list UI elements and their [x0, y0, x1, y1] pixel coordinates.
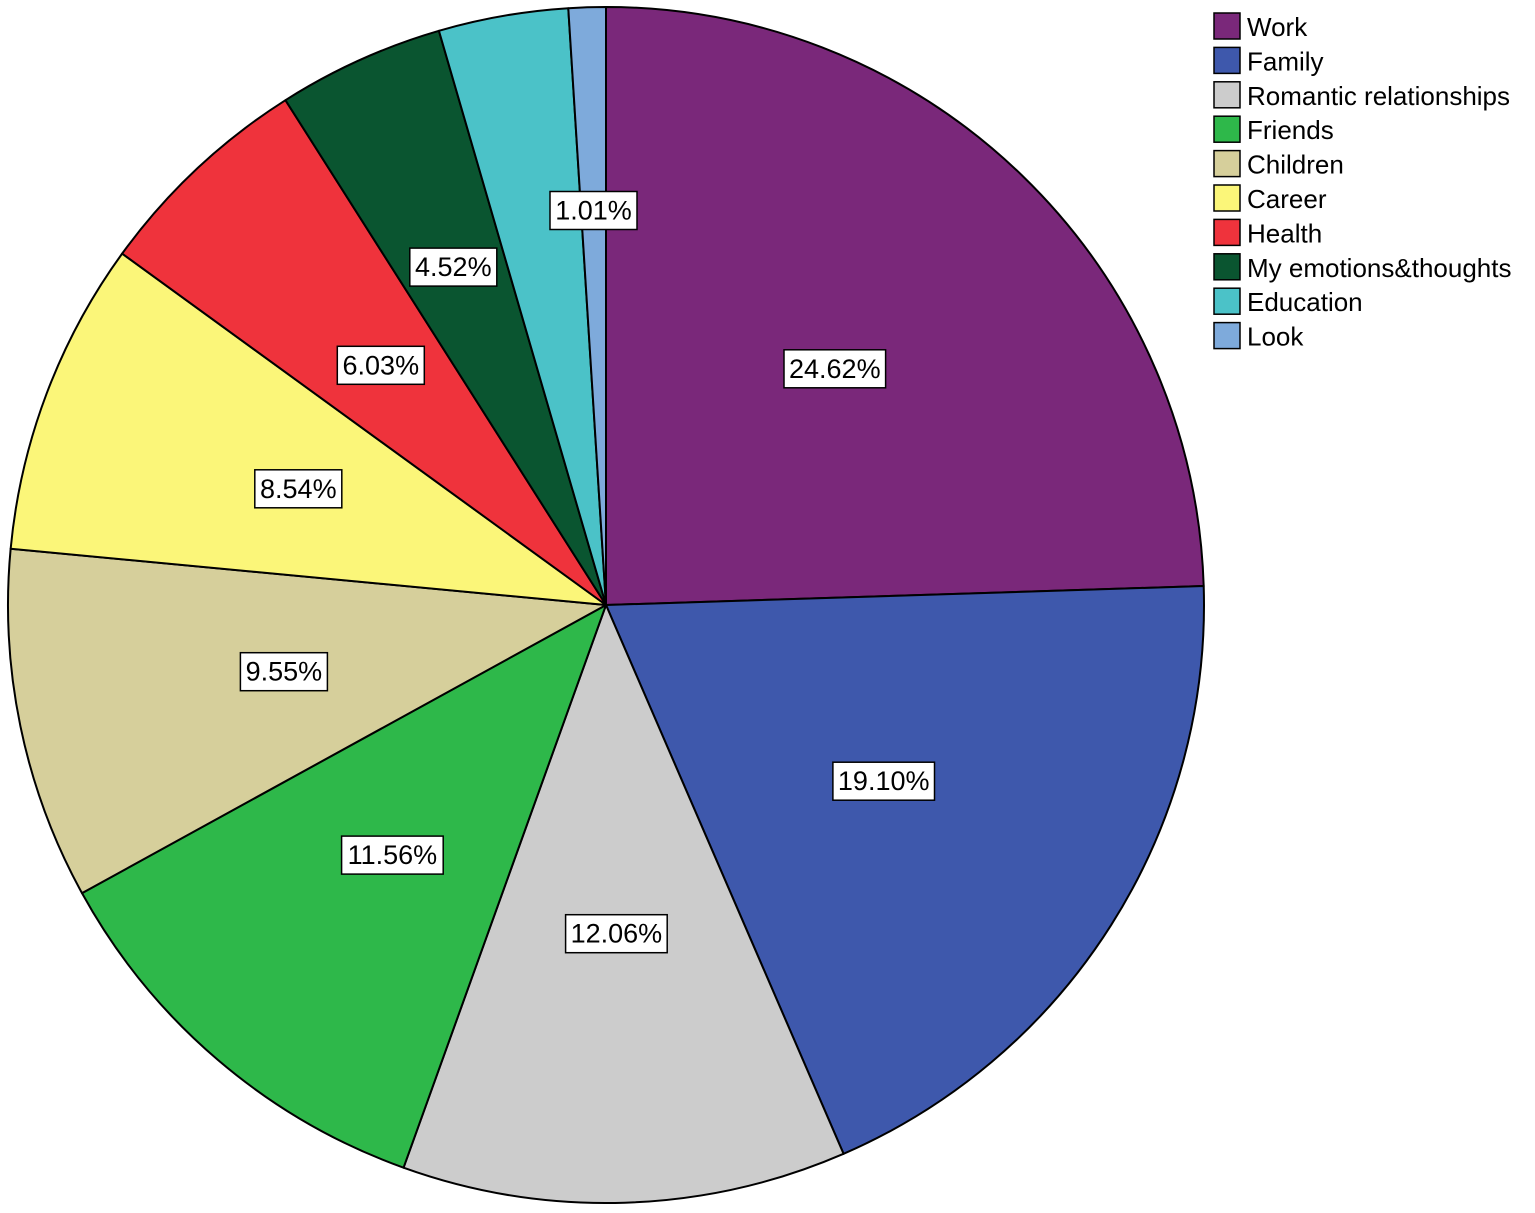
legend-label: Look — [1247, 322, 1304, 352]
data-label-text: 6.03% — [343, 350, 420, 380]
legend-label: Education — [1247, 287, 1363, 317]
data-label-text: 1.01% — [555, 196, 632, 226]
legend-label: My emotions&thoughts — [1247, 253, 1511, 283]
data-label-friends: 11.56% — [340, 835, 444, 875]
legend-item-friends: Friends — [1213, 115, 1334, 145]
legend-label: Work — [1247, 12, 1308, 42]
legend-item-my-emotions-thoughts: My emotions&thoughts — [1213, 253, 1511, 283]
data-label-look: 1.01% — [549, 190, 638, 231]
legend-swatch — [1213, 46, 1241, 75]
data-label-text: 8.54% — [260, 474, 337, 504]
pie-slice-career — [9, 252, 607, 606]
data-label-family: 19.10% — [832, 761, 936, 801]
data-label-work: 24.62% — [783, 349, 887, 389]
legend-swatch — [1213, 184, 1241, 212]
data-label-text: 11.56% — [348, 840, 438, 870]
legend-item-career: Career — [1213, 184, 1327, 214]
pie-slice-work — [605, 6, 1205, 606]
data-label-text: 4.52% — [415, 252, 492, 282]
legend-swatch — [1213, 149, 1241, 178]
legend-label: Career — [1247, 184, 1327, 214]
legend-item-romantic-relationships: Romantic relationships — [1213, 81, 1510, 111]
data-label-health: 6.03% — [336, 345, 426, 386]
legend-label: Children — [1247, 150, 1344, 180]
legend-swatch — [1213, 12, 1241, 40]
legend-label: Romantic relationships — [1247, 81, 1510, 111]
legend-item-education: Education — [1213, 287, 1363, 317]
data-label-romantic-relationships: 12.06% — [564, 913, 668, 954]
data-label-box — [549, 190, 638, 231]
pie-slice-family — [605, 585, 1206, 1155]
pie-slice-my-emotions-thoughts — [284, 29, 607, 606]
legend-item-look: Look — [1213, 321, 1304, 352]
legend-item-health: Health — [1213, 218, 1322, 248]
legend-item-family: Family — [1213, 46, 1324, 76]
data-label-children: 9.55% — [239, 651, 329, 692]
data-label-text: 12.06% — [571, 919, 663, 949]
legend-label: Friends — [1247, 115, 1334, 145]
legend-swatch — [1213, 253, 1241, 281]
legend-swatch — [1213, 287, 1241, 315]
pie-slice-friends — [81, 604, 607, 1169]
pie-data-labels: 24.62% 19.10% 12.06% 11.56% 9.55% 8.54% 6.03% 4… — [239, 190, 936, 954]
legend-swatch — [1213, 321, 1241, 350]
data-label-box — [340, 835, 444, 875]
legend-swatch — [1213, 218, 1241, 247]
data-label-text: 24.62% — [789, 354, 881, 384]
data-label-text: 19.10% — [838, 766, 930, 796]
legend-label: Health — [1247, 218, 1322, 248]
legend-item-children: Children — [1213, 149, 1344, 180]
data-label-box — [564, 913, 668, 954]
legend-label: Family — [1247, 46, 1324, 76]
pie-slices — [7, 5, 1206, 1204]
legend-swatch — [1213, 81, 1241, 109]
data-label-career: 8.54% — [254, 469, 343, 509]
data-label-my-emotions-thoughts: 4.52% — [409, 247, 498, 287]
data-label-text: 9.55% — [246, 657, 323, 687]
data-label-box — [783, 349, 887, 389]
legend-swatch — [1213, 115, 1241, 143]
pie-slice-look — [567, 5, 607, 606]
pie-slice-children — [7, 547, 607, 895]
data-label-box — [336, 345, 426, 386]
legend: Work Family Romantic relationships Friends C… — [1213, 12, 1511, 352]
data-label-box — [409, 247, 498, 287]
data-label-box — [239, 651, 329, 692]
pie-slice-romantic-relationships — [402, 604, 845, 1204]
data-label-box — [832, 761, 936, 801]
legend-item-work: Work — [1213, 12, 1308, 42]
data-label-box — [254, 469, 343, 509]
